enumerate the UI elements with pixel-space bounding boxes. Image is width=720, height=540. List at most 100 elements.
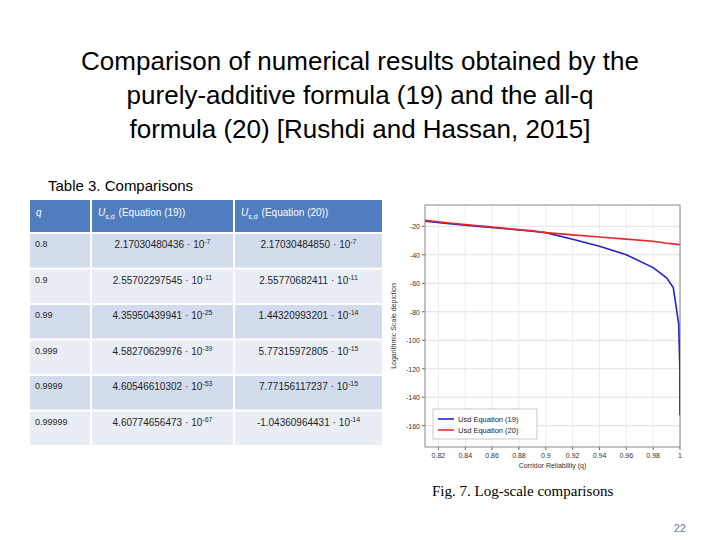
exponent: -7 <box>350 238 356 245</box>
table-cell <box>30 270 90 304</box>
u-value: 4.60774656473· 10-67 <box>113 416 213 428</box>
grid-line <box>425 254 680 255</box>
grid-line <box>425 340 680 341</box>
x-tick-label: 0.96 <box>620 452 634 459</box>
header-subscript: s,d <box>105 213 114 220</box>
y-axis-label: Logarithmic Scale depiction <box>390 283 398 369</box>
header-text: Us,d(Equation (20)) <box>241 207 328 220</box>
q-value: 0.99999 <box>35 417 68 427</box>
grid-line <box>545 205 546 447</box>
grid-line <box>425 283 680 284</box>
slide: Comparison of numerical results obtained… <box>0 0 720 540</box>
chart: -160-140-120-100-80-60-40-200.820.840.86… <box>390 205 682 470</box>
mantissa: 4.60546610302 <box>113 381 183 392</box>
header-cell <box>92 200 233 232</box>
header-subscript: s,d <box>248 213 257 220</box>
plot-area <box>425 205 680 447</box>
base: · 10 <box>331 310 349 321</box>
base: · 10 <box>185 417 203 428</box>
exponent: -14 <box>350 416 360 423</box>
table-cell <box>30 376 90 410</box>
exponent: -39 <box>202 345 212 352</box>
grid-line <box>626 205 627 447</box>
x-tick-label: 0.86 <box>485 452 499 459</box>
x-tick-label: 0.82 <box>432 452 446 459</box>
lines <box>425 220 680 415</box>
y-tick-label: -60 <box>410 280 420 287</box>
series-line <box>425 220 680 244</box>
mantissa: 4.58270629976 <box>113 346 183 357</box>
base: · 10 <box>185 381 203 392</box>
legend-box <box>433 409 537 439</box>
table-cell <box>92 305 233 339</box>
table-cell <box>235 270 382 304</box>
legend-swatch <box>438 418 454 420</box>
exponent: -25 <box>202 309 212 316</box>
header-text: Us,d(Equation (19)) <box>98 207 185 220</box>
u-value: -1.04360964431· 10-14 <box>257 416 360 428</box>
u-value: 2.17030484850· 10-7 <box>261 238 357 250</box>
q-value: 0.9999 <box>35 381 63 391</box>
table-cell <box>92 270 233 304</box>
y-tick-label: -80 <box>410 309 420 316</box>
series-line <box>425 221 680 415</box>
base: · 10 <box>331 346 349 357</box>
mantissa: 4.60774656473 <box>113 417 183 428</box>
u-value: 5.77315972805· 10-15 <box>259 345 359 357</box>
q-value: 0.999 <box>35 346 58 356</box>
mantissa: 2.55702297545 <box>113 275 183 286</box>
table-cell <box>235 341 382 375</box>
u-value: 4.35950439941· 10-25 <box>113 309 213 321</box>
base: · 10 <box>333 239 351 250</box>
mantissa: 5.77315972805 <box>259 346 329 357</box>
y-tick-label: -20 <box>410 223 420 230</box>
plot-frame <box>425 205 680 447</box>
base: · 10 <box>185 275 203 286</box>
header-label: (Equation (19)) <box>119 207 186 218</box>
x-tick-label: 1 <box>678 452 682 459</box>
x-axis-label: Corridor Reliability (q) <box>519 462 587 470</box>
grid-line <box>425 311 680 312</box>
x-tick-label: 0.98 <box>646 452 660 459</box>
table-cell <box>30 234 90 268</box>
base: · 10 <box>333 417 351 428</box>
q-value: 0.9 <box>35 275 48 285</box>
exponent: -7 <box>204 238 210 245</box>
slide-title: formula (20) [Rushdi and Hassan, 2015] <box>129 114 590 144</box>
mantissa: 2.17030484850 <box>261 239 331 250</box>
u-value: 7.77156117237· 10-15 <box>259 380 358 392</box>
y-tick-label: -140 <box>406 394 420 401</box>
table-caption: Table 3. Comparisons <box>48 177 193 194</box>
q-value: 0.8 <box>35 239 48 249</box>
y-tick-label: -160 <box>406 423 420 430</box>
table-cell <box>30 412 90 446</box>
exponent: -67 <box>202 416 212 423</box>
legend-label: Usd Equation (19) <box>458 415 519 424</box>
table-cell <box>235 412 382 446</box>
page-number: 22 <box>674 522 686 534</box>
u-value: 2.55702297545· 10-11 <box>113 274 212 286</box>
mantissa: 1.44320993201 <box>259 310 329 321</box>
table-cell <box>92 234 233 268</box>
header-cell <box>30 200 90 232</box>
table-cell <box>235 234 382 268</box>
q-value: 0.99 <box>35 310 53 320</box>
u-value: 2.17030480436· 10-7 <box>115 238 211 250</box>
x-tick-label: 0.92 <box>566 452 580 459</box>
legend: Usd Equation (19)Usd Equation (20) <box>433 409 537 439</box>
base: · 10 <box>331 275 349 286</box>
exponent: -15 <box>348 345 358 352</box>
slide-title: Comparison of numerical results obtained… <box>81 46 639 76</box>
x-tick-label: 0.94 <box>593 452 607 459</box>
header-cell <box>235 200 382 232</box>
exponent: -14 <box>348 309 358 316</box>
grid-line <box>425 226 680 227</box>
mantissa: 7.77156117237 <box>259 381 328 392</box>
y-tick-label: -120 <box>406 366 420 373</box>
mantissa: 4.35950439941 <box>113 310 183 321</box>
table-cell <box>30 341 90 375</box>
x-tick-label: 0.9 <box>541 452 551 459</box>
grid-line <box>425 397 680 398</box>
mantissa: 2.55770682411 <box>259 275 328 286</box>
mantissa: -1.04360964431 <box>257 417 330 428</box>
